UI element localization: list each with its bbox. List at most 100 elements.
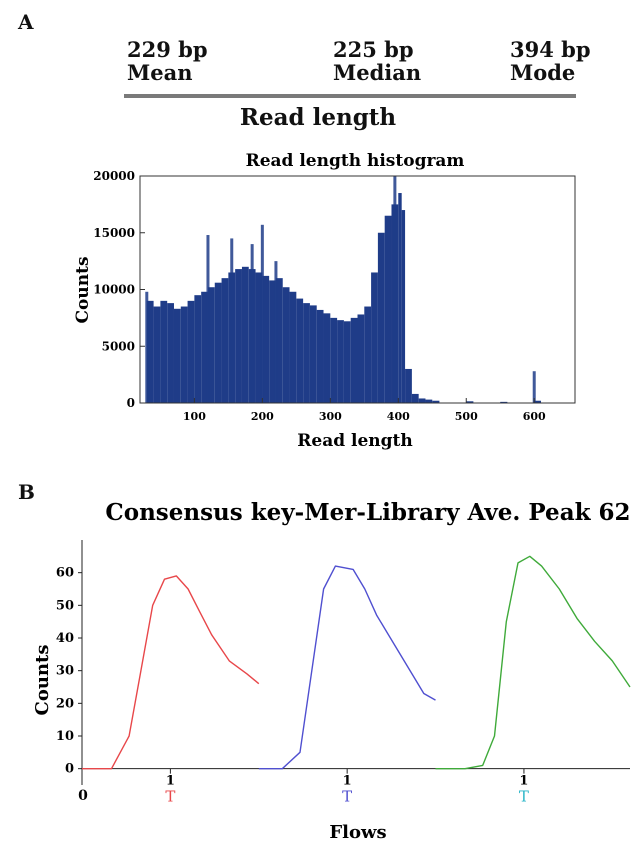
histogram-bar	[371, 272, 378, 403]
stat-mode: 394 bp Mode	[510, 38, 591, 84]
histogram-bar	[221, 278, 229, 403]
histogram-bar	[343, 321, 351, 403]
histogram-bar	[194, 295, 202, 403]
keymer-x-tick-label: 1	[343, 774, 352, 789]
histogram-x-tick-label: 300	[319, 410, 342, 423]
histogram-spike	[145, 291, 149, 403]
histogram-y-tick-label: 20000	[93, 169, 135, 183]
histogram-y-tick-label: 10000	[93, 283, 135, 297]
keymer-key-base: T	[165, 788, 175, 806]
histogram-bar	[201, 291, 208, 403]
stats-divider	[124, 94, 576, 98]
histogram-title: Read length histogram	[246, 151, 465, 171]
histogram-bar	[357, 314, 365, 403]
histogram-bar	[364, 306, 372, 403]
histogram-x-tick-label: 500	[455, 410, 478, 423]
histogram-bar	[153, 306, 161, 403]
histogram-bar	[255, 272, 263, 403]
histogram-bar	[466, 401, 474, 403]
keymer-y-tick-label: 60	[56, 566, 74, 581]
histogram-bar	[500, 401, 508, 403]
keymer-trace-1	[82, 575, 260, 770]
histogram-bar	[275, 278, 283, 403]
histogram-bars	[145, 176, 542, 403]
stat-median: 225 bp Median	[333, 38, 421, 84]
histogram-bar	[401, 210, 406, 403]
histogram-bar	[269, 280, 276, 403]
histogram-bar	[235, 269, 242, 403]
stat-mode-label: Mode	[510, 60, 576, 85]
histogram-y-tick-label: 5000	[102, 339, 135, 353]
histogram-bar	[384, 215, 392, 403]
keymer-y-tick-label: 50	[56, 598, 74, 613]
histogram-bar	[323, 313, 331, 403]
keymer-y-tick-label: 40	[56, 631, 74, 646]
histogram-bar	[377, 232, 385, 403]
histogram-bar	[173, 308, 181, 403]
histogram-y-tick-label: 0	[127, 396, 135, 410]
histogram-bar	[432, 400, 440, 403]
keymer-x-tick-label: 1	[166, 774, 175, 789]
histogram-y-label: Counts	[73, 256, 93, 323]
keymer-x-label: Flows	[329, 822, 386, 843]
histogram-bar	[398, 193, 402, 403]
keymer-y-tick-label: 0	[65, 762, 74, 777]
histogram-bar	[180, 306, 188, 403]
stat-mode-value: 394 bp	[510, 37, 591, 62]
histogram-bar	[241, 266, 249, 403]
keymer-y-ticks: 0 10 20 30 40 50 60	[56, 566, 82, 777]
histogram-x-label: Read length	[297, 431, 413, 451]
histogram-bar	[405, 368, 412, 403]
stat-median-value: 225 bp	[333, 37, 414, 62]
histogram-bar	[146, 300, 154, 403]
histogram-spike	[250, 244, 254, 403]
keymer-key-base: T	[342, 788, 352, 806]
histogram-spike	[393, 176, 397, 403]
histogram-bar	[411, 393, 419, 403]
histogram-bar	[330, 317, 338, 403]
keymer-y-tick-label: 10	[56, 729, 74, 744]
keymer-y-label: Counts	[32, 645, 53, 716]
histogram-bar	[309, 305, 317, 403]
histogram-bar	[167, 303, 174, 403]
histogram-x-ticks: 100 200 300 400 500 600	[183, 398, 546, 423]
histogram-bar	[214, 282, 222, 403]
keymer-lines	[82, 555, 631, 770]
histogram-spike	[274, 261, 278, 403]
histogram-bar	[289, 291, 297, 403]
stat-mean: 229 bp Mean	[127, 38, 208, 84]
histogram-spike	[206, 235, 210, 403]
panel-b-label: B	[18, 480, 35, 504]
histogram-bar	[425, 399, 433, 403]
histogram-spike	[230, 238, 234, 403]
histogram-bar	[207, 287, 215, 403]
histogram-y-tick-label: 15000	[93, 226, 135, 240]
histogram-bar	[316, 309, 324, 403]
histogram-x-tick-label: 200	[251, 410, 274, 423]
histogram-x-tick-label: 100	[183, 410, 206, 423]
histogram-bar	[337, 320, 344, 403]
histogram-bar	[262, 275, 270, 403]
keymer-y-tick-label: 30	[56, 664, 74, 679]
histogram-bar	[418, 398, 426, 403]
keymer-title: Consensus key-Mer-Library Ave. Peak 62	[105, 499, 630, 526]
keymer-trace-3	[435, 555, 631, 770]
histogram-bar	[350, 317, 358, 403]
histogram-y-ticks: 0 5000 10000 15000 20000	[93, 169, 145, 410]
histogram-spike	[260, 224, 264, 403]
keymer-x-origin-label: 0	[78, 788, 88, 804]
histogram-chart: Read length histogram 0 5000 10000 15000 200…	[73, 151, 576, 451]
stat-mean-label: Mean	[127, 60, 193, 85]
panel-a-label: A	[18, 10, 34, 34]
histogram-bar	[187, 300, 195, 403]
histogram-bar	[303, 303, 310, 403]
histogram-bar	[534, 400, 542, 403]
section-title: Read length	[239, 104, 397, 131]
keymer-axes	[81, 540, 630, 785]
stat-mean-value: 229 bp	[127, 37, 208, 62]
histogram-x-tick-label: 400	[387, 410, 410, 423]
histogram-x-tick-label: 600	[523, 410, 546, 423]
histogram-bar	[160, 300, 168, 403]
